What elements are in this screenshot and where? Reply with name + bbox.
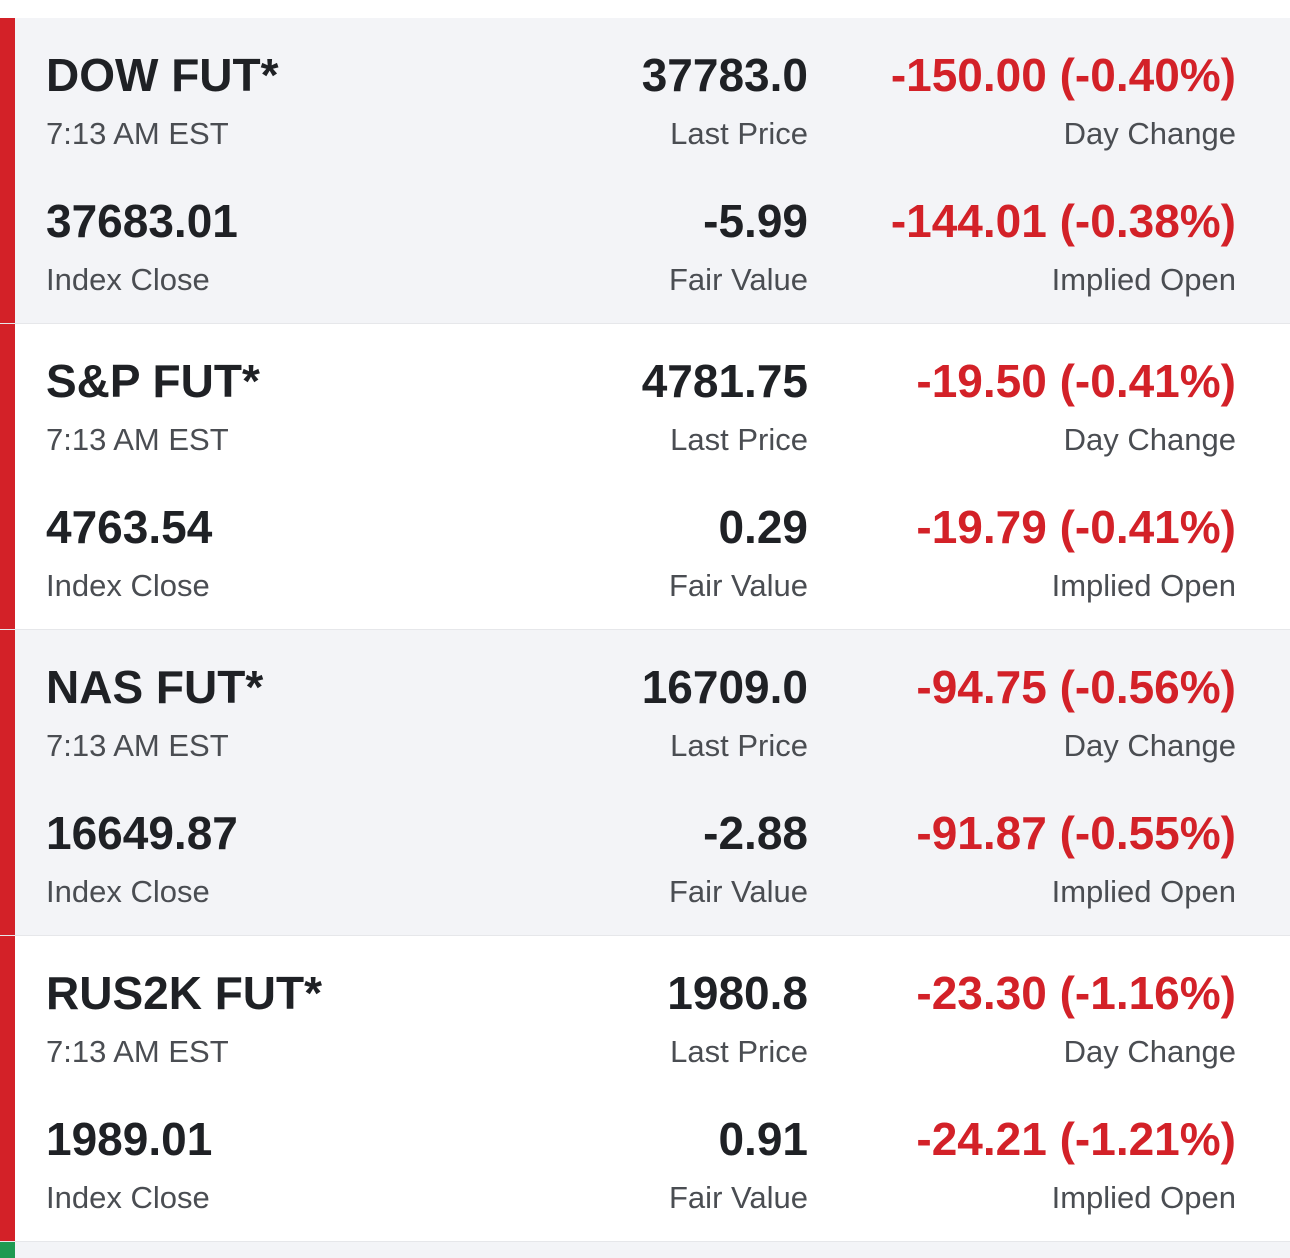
last-price-value: 1980.8 <box>667 967 808 1019</box>
futures-card-sp[interactable]: S&P FUT* 7:13 AM EST 4781.75 Last Price … <box>0 324 1290 630</box>
last-price-value: 16709.0 <box>641 661 808 713</box>
day-change-value: -23.30 (-1.16%) <box>916 967 1236 1019</box>
last-price-label: Last Price <box>670 116 808 151</box>
trend-indicator-bar <box>0 324 15 629</box>
last-price-value: 37783.0 <box>641 49 808 101</box>
day-change-value: -94.75 (-0.56%) <box>916 661 1236 713</box>
index-close-value: 4763.54 <box>46 501 213 553</box>
fair-value-value: -2.88 <box>703 807 808 859</box>
quote-time: 7:13 AM EST <box>46 728 229 763</box>
fair-value-label: Fair Value <box>669 1180 808 1215</box>
quote-time: 7:13 AM EST <box>46 422 229 457</box>
fair-value-label: Fair Value <box>669 568 808 603</box>
implied-open-value: -19.79 (-0.41%) <box>916 501 1236 553</box>
contract-name: S&P FUT* <box>46 355 260 407</box>
index-close-label: Index Close <box>46 1180 210 1215</box>
day-change-label: Day Change <box>1063 116 1236 151</box>
last-price-value: 4781.75 <box>641 355 808 407</box>
contract-name: DOW FUT* <box>46 49 279 101</box>
implied-open-label: Implied Open <box>1051 262 1236 297</box>
quote-time: 7:13 AM EST <box>46 116 229 151</box>
day-change-label: Day Change <box>1063 1034 1236 1069</box>
last-price-label: Last Price <box>670 728 808 763</box>
last-price-label: Last Price <box>670 422 808 457</box>
fair-value-label: Fair Value <box>669 874 808 909</box>
index-close-value: 16649.87 <box>46 807 238 859</box>
implied-open-label: Implied Open <box>1051 874 1236 909</box>
futures-list: DOW FUT* 7:13 AM EST 37783.0 Last Price … <box>0 18 1290 1242</box>
day-change-value: -19.50 (-0.41%) <box>916 355 1236 407</box>
last-price-label: Last Price <box>670 1034 808 1069</box>
implied-open-label: Implied Open <box>1051 1180 1236 1215</box>
index-close-value: 1989.01 <box>46 1113 213 1165</box>
trend-indicator-bar <box>0 18 15 323</box>
implied-open-value: -91.87 (-0.55%) <box>916 807 1236 859</box>
fair-value-value: 0.91 <box>718 1113 808 1165</box>
day-change-label: Day Change <box>1063 728 1236 763</box>
implied-open-value: -24.21 (-1.21%) <box>916 1113 1236 1165</box>
implied-open-value: -144.01 (-0.38%) <box>890 195 1236 247</box>
fair-value-label: Fair Value <box>669 262 808 297</box>
trend-indicator-bar <box>0 936 15 1241</box>
index-close-label: Index Close <box>46 874 210 909</box>
quote-time: 7:13 AM EST <box>46 1034 229 1069</box>
fair-value-value: -5.99 <box>703 195 808 247</box>
fair-value-value: 0.29 <box>718 501 808 553</box>
trend-indicator-bar <box>0 630 15 935</box>
contract-name: RUS2K FUT* <box>46 967 323 1019</box>
day-change-label: Day Change <box>1063 422 1236 457</box>
contract-name: NAS FUT* <box>46 661 264 713</box>
futures-card-dow[interactable]: DOW FUT* 7:13 AM EST 37783.0 Last Price … <box>0 18 1290 324</box>
futures-card-rus2k[interactable]: RUS2K FUT* 7:13 AM EST 1980.8 Last Price… <box>0 936 1290 1242</box>
futures-card-nas[interactable]: NAS FUT* 7:13 AM EST 16709.0 Last Price … <box>0 630 1290 936</box>
index-close-value: 37683.01 <box>46 195 238 247</box>
day-change-value: -150.00 (-0.40%) <box>890 49 1236 101</box>
index-close-label: Index Close <box>46 568 210 603</box>
index-close-label: Index Close <box>46 262 210 297</box>
next-futures-card-peek[interactable] <box>0 1242 1290 1258</box>
implied-open-label: Implied Open <box>1051 568 1236 603</box>
trend-indicator-bar <box>0 1242 15 1258</box>
